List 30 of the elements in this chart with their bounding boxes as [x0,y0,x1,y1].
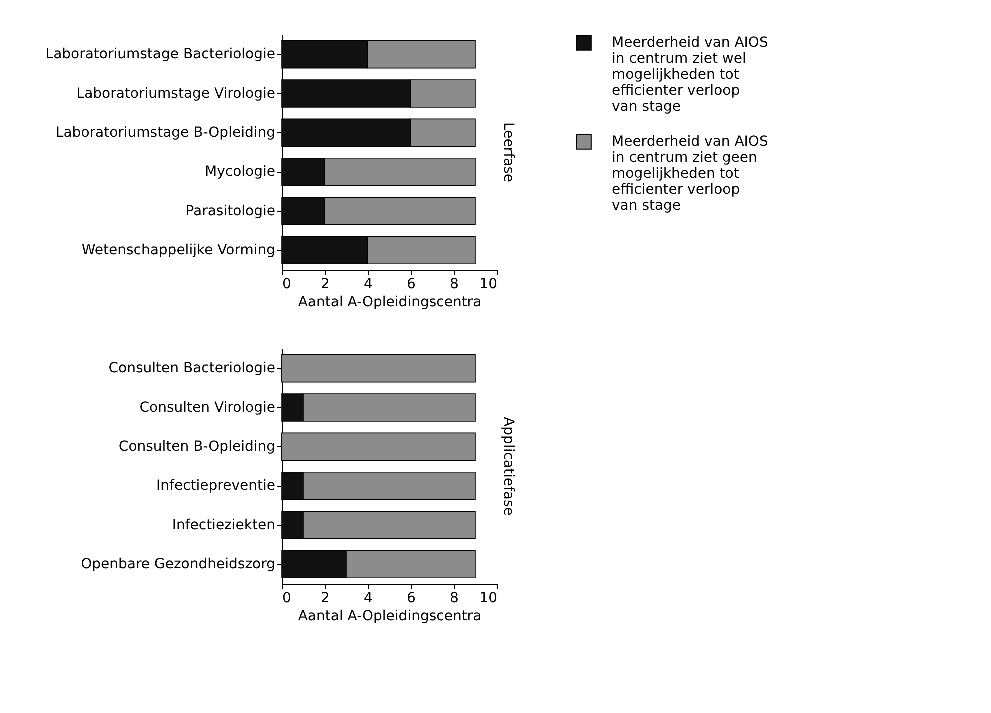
x-tick-label: 0 [282,590,292,606]
y-tick-label: Parasitologie [186,203,276,220]
y-tick-label: Consulten B-Opleiding [118,438,276,455]
y-tick-label: Wetenschappelijke Vorming [82,242,276,258]
y-tick-label: Laboratoriumstage Bacteriologie [46,46,276,63]
y-tick-label: Infectiepreventie [156,478,276,494]
y2-axis-title: Applicatiefase [500,417,516,516]
x-axis-title: Aantal A-Opleidingscentra [298,294,482,310]
y-tick-label: Openbare Gezondheidszorg [81,556,276,572]
y-tick-label: Consulten Virologie [140,400,276,416]
x-axis-title: Aantal A-Opleidingscentra [298,608,482,624]
y-tick-label: Laboratoriumstage Virologie [76,86,276,102]
x-tick-label: 6 [407,590,416,606]
x-tick-label: 8 [450,276,459,292]
x-tick-label: 2 [321,276,330,292]
legend-label: Meerderheid van AIOS in centrum ziet geen mogelijkheden tot efficienter verloop van stage [612,134,768,214]
x-tick-label: 4 [364,590,374,606]
y-tick-label: Laboratoriumstage B-Opleiding [56,124,276,141]
x-tick-label: 6 [407,276,416,292]
x-tick-label: 2 [321,590,330,606]
y2-axis-title: Leerfase [500,122,516,182]
y-tick-label: Mycologie [205,164,276,180]
y-tick-label: Infectieziekten [172,517,276,534]
x-tick-label: 8 [450,590,459,606]
x-tick-label: 0 [282,276,292,292]
x-tick-label: 10 [480,276,498,292]
legend-label: Meerderheid van AIOS in centrum ziet wel mogelijkheden tot efficienter verloop van stage [612,35,768,115]
x-tick-label: 10 [480,590,498,606]
x-tick-label: 4 [364,276,374,292]
y-tick-label: Consulten Bacteriologie [108,360,276,377]
